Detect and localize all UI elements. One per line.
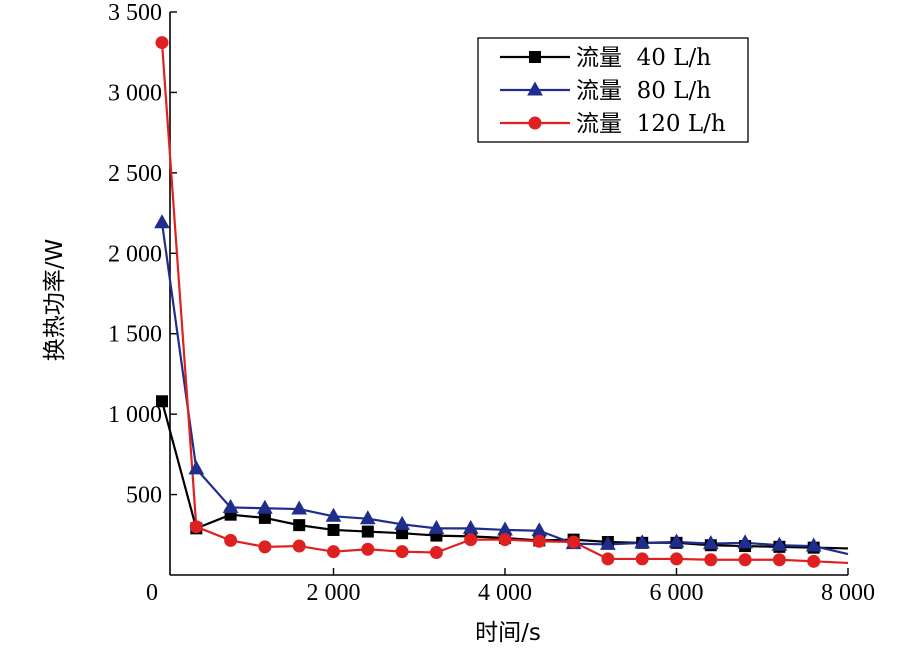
data-point xyxy=(532,534,546,548)
tick-marks xyxy=(170,11,849,575)
data-point xyxy=(258,540,272,554)
legend-entries: 流量 40 L/h 流量 80 L/h 流量 120 L/h xyxy=(500,45,726,137)
data-point xyxy=(807,554,821,568)
y-tick-label: 500 xyxy=(126,483,162,509)
legend-label-3: 流量 120 L/h xyxy=(576,111,726,137)
data-point xyxy=(222,498,239,513)
y-tick-label: 1 500 xyxy=(108,322,162,348)
tick-labels: 500 1 000 1 500 2 000 2 500 3 000 3 500 0 2 000 4… xyxy=(108,0,875,606)
data-point xyxy=(567,535,581,549)
data-point xyxy=(325,507,342,522)
data-point xyxy=(361,542,375,556)
y-tick-label: 3 000 xyxy=(108,80,162,106)
data-point xyxy=(634,534,651,549)
data-point xyxy=(805,537,822,552)
series-markers xyxy=(154,36,822,568)
x-tick-label: 2 000 xyxy=(307,580,361,606)
data-point xyxy=(224,533,238,547)
data-point xyxy=(668,533,685,548)
data-point xyxy=(462,519,479,534)
x-tick-label: 0 xyxy=(146,580,158,606)
data-point xyxy=(155,36,169,50)
data-point xyxy=(257,499,273,514)
data-point xyxy=(670,552,683,566)
axes xyxy=(169,12,848,576)
data-point xyxy=(189,520,203,534)
y-tick-label: 3 500 xyxy=(108,0,162,26)
data-point xyxy=(154,214,170,229)
legend-marker-3 xyxy=(528,116,542,130)
data-point xyxy=(188,460,205,475)
data-point xyxy=(498,533,512,547)
data-point xyxy=(359,510,376,525)
data-point xyxy=(704,553,718,567)
y-tick-label: 2 500 xyxy=(108,161,162,187)
data-point xyxy=(531,522,548,537)
legend-marker-2 xyxy=(527,81,543,96)
data-point xyxy=(635,552,649,566)
legend-marker-1 xyxy=(529,51,541,63)
y-axis-title: 换热功率/W xyxy=(42,239,68,362)
y-tick-label: 1 000 xyxy=(108,402,162,428)
data-point xyxy=(601,552,615,566)
data-point xyxy=(395,545,409,559)
data-point xyxy=(428,519,445,534)
data-point xyxy=(600,535,616,550)
x-axis-title: 时间/s xyxy=(475,620,541,646)
legend-label-2: 流量 80 L/h xyxy=(576,78,711,104)
legend: 流量 40 L/h 流量 80 L/h 流量 120 L/h xyxy=(477,37,749,143)
x-tick-label: 6 000 xyxy=(650,580,704,606)
data-point xyxy=(361,525,374,538)
data-point xyxy=(464,533,478,547)
data-point xyxy=(258,511,271,524)
data-point xyxy=(327,523,340,536)
data-point xyxy=(702,535,719,550)
data-point xyxy=(394,515,410,530)
y-tick-label: 2 000 xyxy=(108,241,162,267)
data-point xyxy=(293,519,306,532)
legend-label-1: 流量 40 L/h xyxy=(576,45,711,71)
data-point xyxy=(737,534,753,549)
data-point xyxy=(738,553,752,567)
data-point xyxy=(291,500,308,515)
data-point xyxy=(772,553,786,567)
data-point xyxy=(771,536,788,551)
data-point xyxy=(292,539,306,553)
x-tick-label: 4 000 xyxy=(478,580,532,606)
data-point xyxy=(156,395,168,408)
x-tick-label: 8 000 xyxy=(821,580,875,606)
data-point xyxy=(429,545,443,559)
data-point xyxy=(327,545,340,559)
